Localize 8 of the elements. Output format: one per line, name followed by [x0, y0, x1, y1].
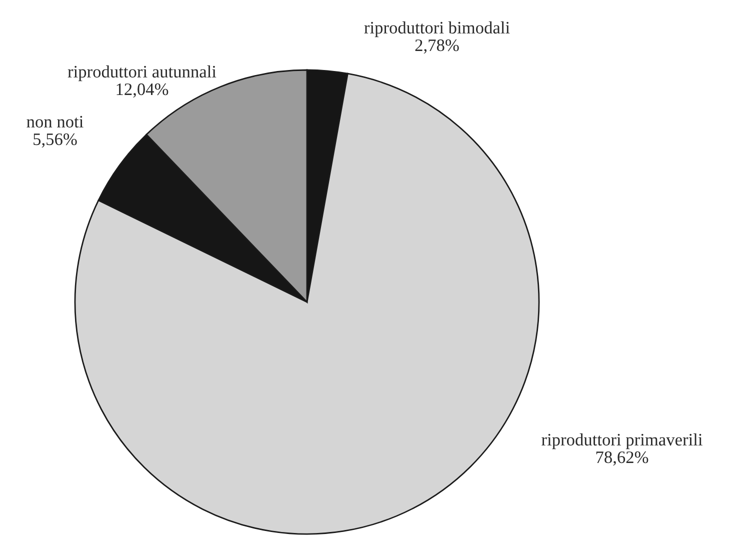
- data-label: 2,78%: [415, 39, 459, 54]
- slice-label: riproduttori autunnali: [68, 65, 216, 82]
- data-label: 78,62%: [596, 451, 648, 466]
- data-label: 5,56%: [34, 133, 77, 148]
- slice-label: non noti: [26, 116, 84, 128]
- slice-label: riproduttori primaverili: [542, 433, 702, 450]
- slice-label: riproduttori bimodali: [364, 21, 510, 38]
- data-label: 12,04%: [116, 83, 168, 98]
